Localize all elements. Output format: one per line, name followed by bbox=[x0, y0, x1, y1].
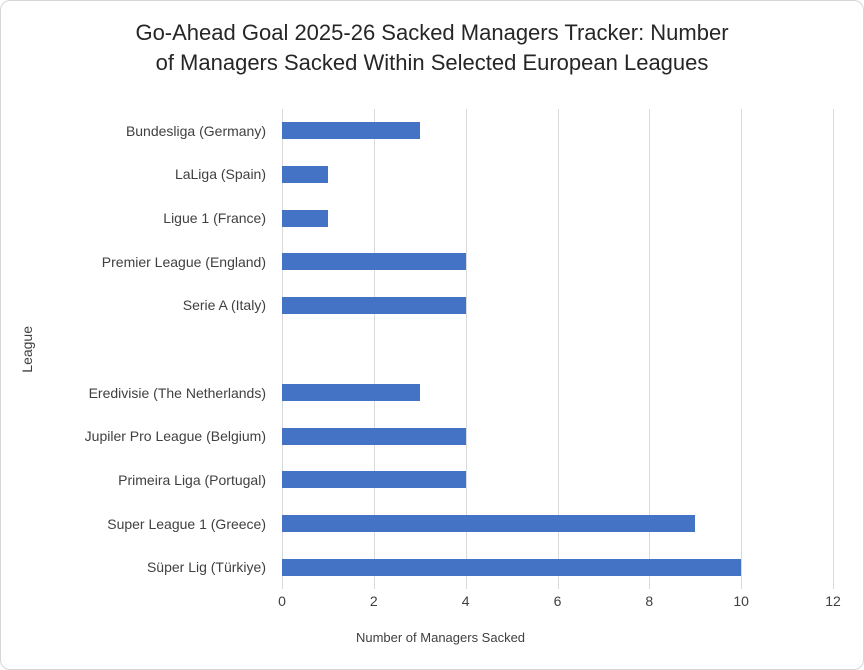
bar-area bbox=[282, 545, 833, 589]
bar-area bbox=[282, 109, 833, 153]
category-row: Süper Lig (Türkiye) bbox=[1, 545, 833, 589]
bar-area bbox=[282, 371, 833, 415]
legend-swatch-icon bbox=[339, 632, 350, 643]
category-row: Super League 1 (Greece) bbox=[1, 502, 833, 546]
bar bbox=[282, 558, 742, 576]
category-label: Primeira Liga (Portugal) bbox=[118, 471, 266, 488]
category-row: Eredivisie (The Netherlands) bbox=[1, 371, 833, 415]
bar bbox=[282, 471, 466, 489]
category-row: Ligue 1 (France) bbox=[1, 196, 833, 240]
bar bbox=[282, 515, 696, 533]
legend: Number of Managers Sacked bbox=[1, 630, 863, 645]
bar bbox=[282, 427, 466, 445]
gridline bbox=[741, 109, 743, 589]
x-tick-label: 2 bbox=[369, 593, 378, 609]
x-tick-label: 12 bbox=[825, 593, 841, 609]
bar bbox=[282, 384, 420, 402]
gridline bbox=[833, 109, 834, 589]
bar-area bbox=[282, 153, 833, 197]
bar bbox=[282, 209, 328, 227]
bar-area bbox=[282, 284, 833, 328]
category-label: LaLiga (Spain) bbox=[174, 166, 266, 183]
x-tick-label: 4 bbox=[461, 593, 470, 609]
category-row: Serie A (Italy) bbox=[1, 284, 833, 328]
category-label: Super League 1 (Greece) bbox=[107, 515, 266, 532]
bar-area bbox=[282, 502, 833, 546]
category-row: Bundesliga (Germany) bbox=[1, 109, 833, 153]
category-label: Ligue 1 (France) bbox=[163, 210, 266, 227]
plot-area bbox=[282, 109, 834, 589]
category-row: Primeira Liga (Portugal) bbox=[1, 458, 833, 502]
category-label: Jupiler Pro League (Belgium) bbox=[84, 428, 266, 445]
bar-area bbox=[282, 414, 833, 458]
category-label: Serie A (Italy) bbox=[182, 297, 266, 314]
category-label: Bundesliga (Germany) bbox=[125, 122, 266, 139]
bar bbox=[282, 253, 466, 271]
category-label: Eredivisie (The Netherlands) bbox=[88, 384, 266, 401]
x-tick-label: 8 bbox=[645, 593, 654, 609]
gridline bbox=[649, 109, 651, 589]
bar bbox=[282, 296, 466, 314]
gridline bbox=[465, 109, 467, 589]
x-tick-label: 10 bbox=[733, 593, 749, 609]
category-label: Süper Lig (Türkiye) bbox=[146, 559, 266, 576]
gridline bbox=[282, 109, 283, 589]
category-row: LaLiga (Spain) bbox=[1, 153, 833, 197]
category-label: Premier League (England) bbox=[101, 253, 266, 270]
chart-title-line-1: Go-Ahead Goal 2025-26 Sacked Managers Tr… bbox=[135, 20, 729, 45]
bar bbox=[282, 122, 420, 140]
gridline bbox=[557, 109, 559, 589]
bar-area bbox=[282, 196, 833, 240]
bar-area bbox=[282, 240, 833, 284]
category-row: Premier League (England) bbox=[1, 240, 833, 284]
chart-title: Go-Ahead Goal 2025-26 Sacked Managers Tr… bbox=[1, 18, 863, 79]
x-tick-label: 6 bbox=[553, 593, 562, 609]
bar-area bbox=[282, 327, 833, 371]
chart-title-line-2: of Managers Sacked Within Selected Europ… bbox=[155, 50, 709, 76]
x-tick-label: 0 bbox=[278, 593, 286, 609]
bar-area bbox=[282, 458, 833, 502]
rows: Bundesliga (Germany) LaLiga (Spain) Ligue … bbox=[1, 109, 833, 589]
category-row bbox=[1, 327, 833, 371]
legend-label: Number of Managers Sacked bbox=[355, 630, 526, 645]
category-row: Jupiler Pro League (Belgium) bbox=[1, 414, 833, 458]
gridline bbox=[373, 109, 375, 589]
bar bbox=[282, 165, 328, 183]
x-axis: 0 2 4 6 8 10 12 bbox=[278, 593, 841, 613]
